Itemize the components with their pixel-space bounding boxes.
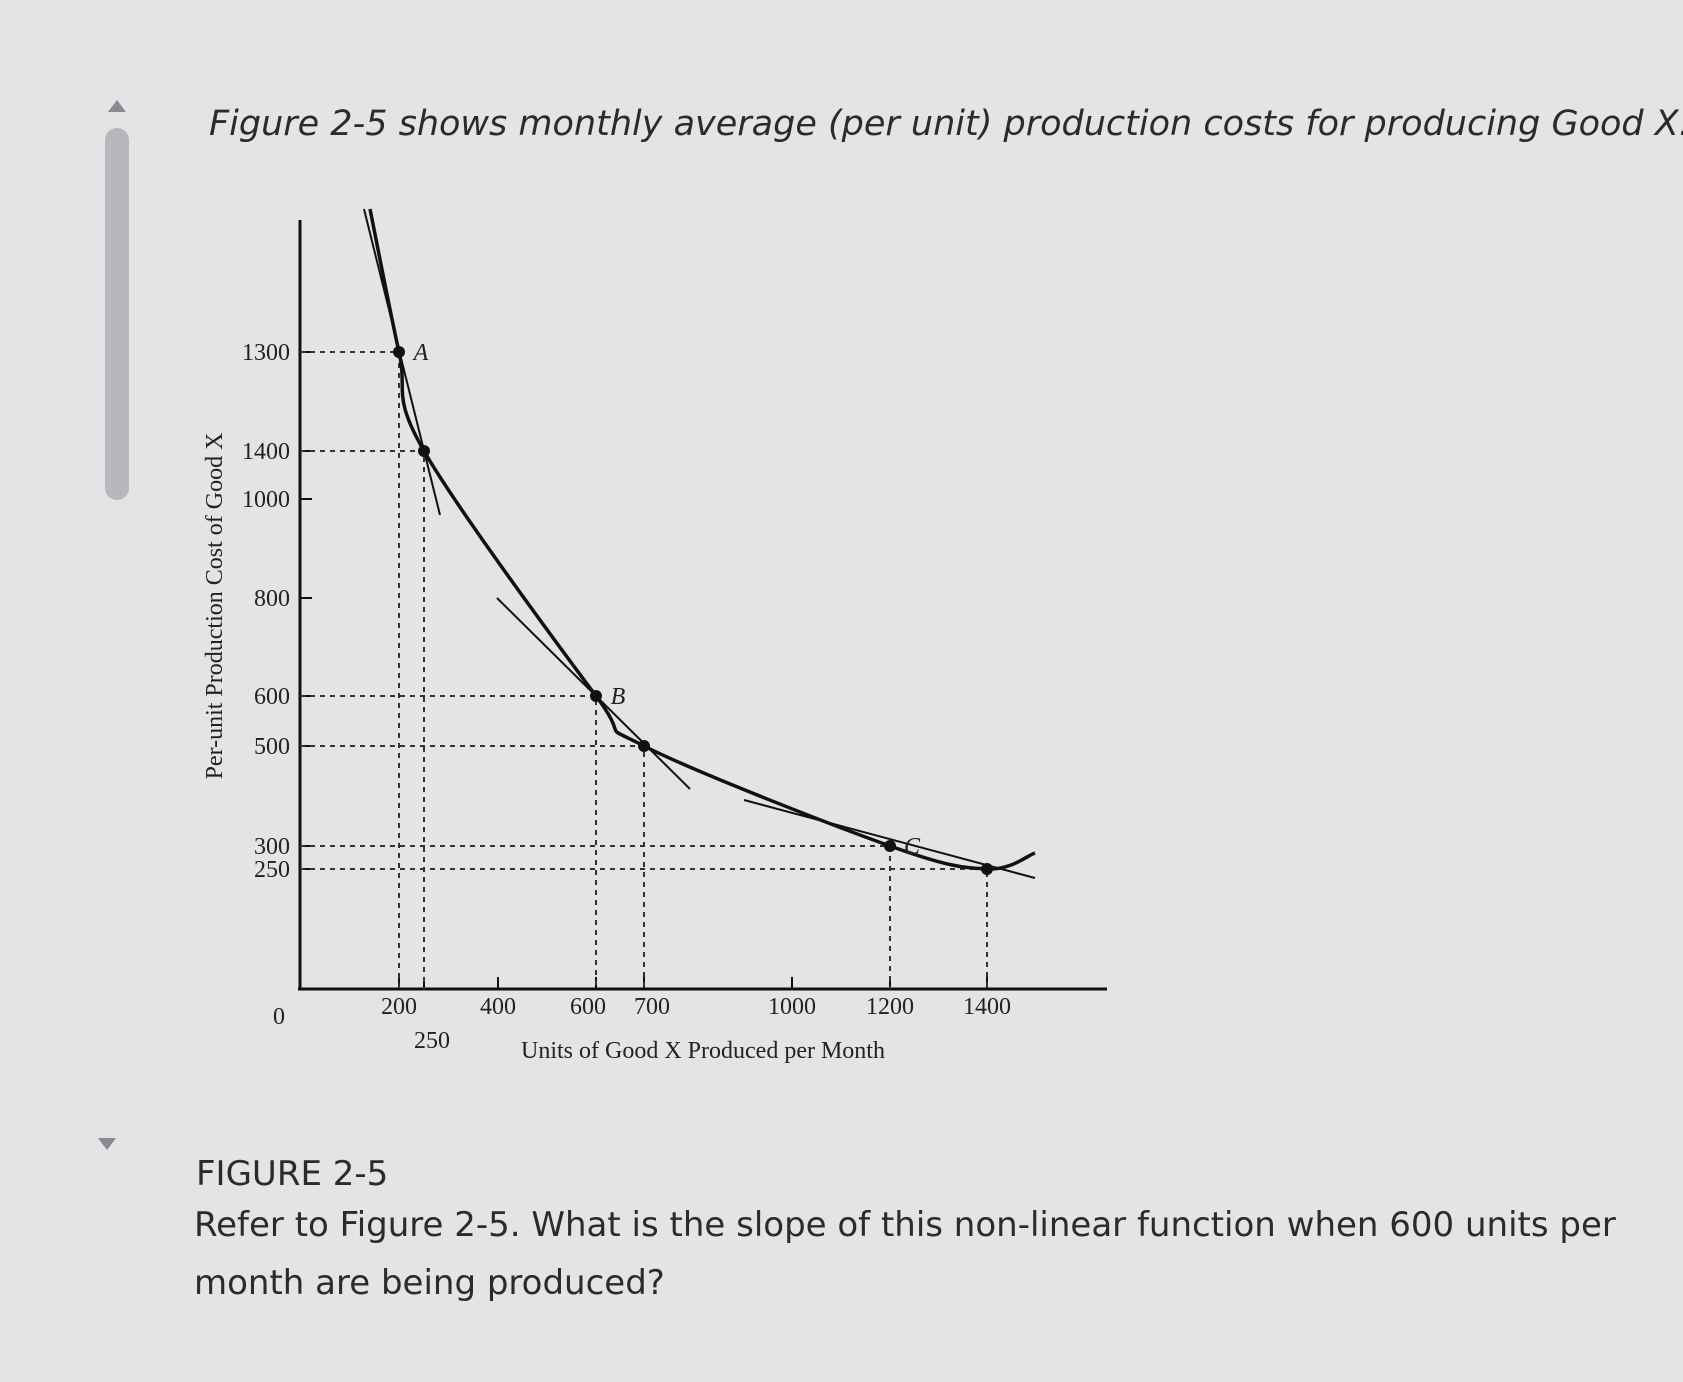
x-tick-label: 200 — [381, 994, 417, 1020]
x-tick-label: 1000 — [768, 994, 816, 1020]
y-tick-label: 1400 — [242, 439, 290, 465]
point — [981, 863, 993, 875]
question-intro: Figure 2-5 shows monthly average (per un… — [209, 104, 1683, 144]
point-label: A — [412, 340, 429, 366]
guide-line — [300, 351, 400, 989]
x-tick-label: 600 — [570, 994, 606, 1020]
y-tick-label: 1000 — [242, 487, 290, 513]
y-tick-label: 500 — [254, 734, 290, 760]
y-tick-label: 800 — [254, 586, 290, 612]
point-label: C — [904, 834, 921, 860]
guide-line — [300, 695, 597, 989]
point — [884, 840, 896, 852]
scrollbar-thumb[interactable] — [105, 128, 129, 500]
x-tick-label: 250 — [414, 1028, 450, 1054]
guide-line — [300, 845, 891, 989]
figure-caption: FIGURE 2-5 — [196, 1154, 388, 1194]
point — [393, 346, 405, 358]
point — [590, 690, 602, 702]
y-axis-label: Per-unit Production Cost of Good X — [202, 433, 228, 780]
y-tick-label: 600 — [254, 684, 290, 710]
x-axis-label: Units of Good X Produced per Month — [521, 1038, 885, 1064]
point — [638, 740, 650, 752]
point-label: B — [611, 684, 626, 710]
y-tick-label: 1300 — [242, 340, 290, 366]
origin-label: 0 — [273, 1004, 285, 1030]
y-tick-label: 250 — [254, 857, 290, 883]
x-tick-label: 700 — [634, 994, 670, 1020]
chart: 0 Units of Good X Produced per Month Per… — [202, 208, 1107, 1064]
scroll-down-arrow[interactable] — [98, 1138, 116, 1150]
guide-line — [300, 745, 645, 989]
x-tick-label: 400 — [480, 994, 516, 1020]
point — [418, 445, 430, 457]
x-tick-label: 1200 — [866, 994, 914, 1020]
cost-curve — [368, 208, 1036, 871]
x-tick-label: 1400 — [963, 994, 1011, 1020]
question: Refer to Figure 2-5. What is the slope o… — [194, 1205, 1616, 1303]
scroll-up-arrow[interactable] — [108, 100, 126, 112]
guide-line — [300, 450, 425, 989]
question-box: Refer to Figure 2-5. What is the slope o… — [194, 1205, 1616, 1303]
y-tick-label: 300 — [254, 834, 290, 860]
